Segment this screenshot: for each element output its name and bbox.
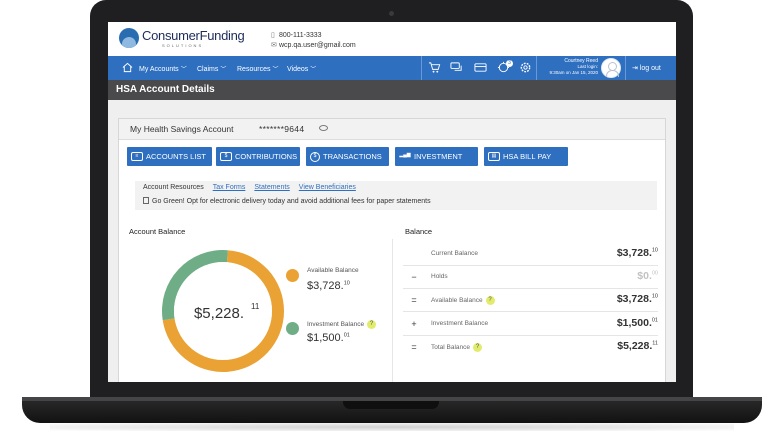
notification-icon[interactable] [497,61,510,74]
balance-row-current: Current Balance $3,728.10 [403,243,658,266]
logo-subtitle: SOLUTIONS [162,43,204,48]
card-header: My Health Savings Account *******9644 [119,119,665,140]
tax-forms-link[interactable]: Tax Forms [212,184,246,191]
bill-icon: ▤ [488,152,500,161]
user-info: Courtney Reed Last login: 9:30am on Jan … [538,58,598,76]
laptop-shadow [50,423,734,431]
document-icon [143,197,149,204]
cart-icon[interactable] [428,61,441,74]
balance-row-holds: − Holds $0.00 [403,266,658,289]
eye-icon[interactable] [319,125,328,131]
user-name: Courtney Reed [564,58,598,64]
page-title: HSA Account Details [116,84,215,95]
legend-dot-investment [286,322,299,335]
legend-label-investment: Investment Balance? [307,320,377,329]
resources-label: Account Resources [143,184,204,191]
nav-divider [625,56,626,80]
webcam [389,11,394,16]
avatar[interactable] [601,58,621,78]
balance-donut-chart: $5,228. 11 [162,250,284,372]
list-icon: ≡ [131,152,143,161]
account-resources: Account Resources Tax Forms Statements View… [135,181,657,210]
nav-videos[interactable]: Videos ﹀ [287,66,317,73]
logout-icon: ⇥ [632,65,638,72]
legend-value-available: $3,728.10 [307,280,350,292]
account-balance-heading: Account Balance [129,227,186,236]
section-divider [392,239,393,382]
nav-divider [536,56,537,80]
chevron-down-icon: ﹀ [220,67,227,73]
logo-icon [119,28,139,48]
help-icon[interactable]: ? [367,320,377,329]
donut-center [174,262,272,360]
total-balance-main: $5,228. [194,305,244,322]
balance-heading: Balance [405,227,433,236]
email-address[interactable]: wcp.qa.user@gmail.com [279,42,356,49]
logo[interactable]: ConsumerFunding [142,28,245,43]
phone-icon: ▯ [271,32,275,39]
gear-icon[interactable] [519,61,532,74]
contributions-button[interactable]: $ CONTRIBUTIONS [216,147,300,166]
chevron-down-icon: ﹀ [310,67,317,73]
nav-divider [421,56,422,80]
help-icon[interactable]: ? [485,296,495,305]
legend-value-investment: $1,500.01 [307,332,350,344]
accounts-list-button[interactable]: ≡ ACCOUNTS LIST [127,147,212,166]
hsa-bill-pay-button[interactable]: ▤ HSA BILL PAY [484,147,568,166]
last-login-time: 9:30am on Jan 15, 2020 [549,70,598,75]
bar-chart-icon: ▂▄▆ [399,152,411,158]
help-icon[interactable]: ? [473,343,483,352]
laptop-notch [343,401,439,409]
laptop-base-edge [22,397,762,401]
main-nav: My Accounts ﹀ Claims ﹀ Resources ﹀ Videos ﹀ … [108,56,676,80]
card-icon[interactable] [474,61,487,74]
balance-row-total: = Total Balance? $5,228.11 [411,340,658,352]
last-login-label: Last login: [577,64,598,69]
balance-row-investment: + Investment Balance $1,500.01 [403,313,658,336]
header: ConsumerFunding SOLUTIONS ▯ 800-111-3333 … [108,22,676,56]
statements-link[interactable]: Statements [254,184,290,191]
donut-slice-investment-balance [162,250,228,321]
chat-icon[interactable] [450,61,463,74]
app-screen: ConsumerFunding SOLUTIONS ▯ 800-111-3333 … [108,22,676,382]
page-title-bar: HSA Account Details [108,80,676,100]
account-title: My Health Savings Account [130,124,234,134]
email-icon: ✉ [271,42,277,49]
view-beneficiaries-link[interactable]: View Beneficiaries [298,184,356,191]
money-icon: $ [220,152,232,161]
nav-my-accounts[interactable]: My Accounts ﹀ [139,66,187,73]
balance-row-available: = Available Balance? $3,728.10 [403,289,658,312]
account-card: My Health Savings Account *******9644 ≡ A… [118,118,666,382]
phone-number[interactable]: 800-111-3333 [279,32,322,39]
notification-badge: 3 [506,60,513,67]
svg-text:$5,228.: $5,228. [194,305,244,322]
nav-resources[interactable]: Resources ﹀ [237,66,279,73]
total-balance-cents: 11 [251,302,260,311]
logout-button[interactable]: ⇥ log out [632,65,661,72]
nav-claims[interactable]: Claims ﹀ [197,66,227,73]
go-green-notice: Go Green! Opt for electronic delivery to… [152,198,431,205]
account-number: *******9644 [259,124,305,134]
legend-label-available: Available Balance [307,267,359,274]
chevron-down-icon: ﹀ [272,67,279,73]
investment-button[interactable]: ▂▄▆ INVESTMENT [395,147,478,166]
dollar-icon: $ [310,151,320,162]
contact-info: ▯ 800-111-3333 ✉ wcp.qa.user@gmail.com [271,31,356,51]
legend-dot-available [286,269,299,282]
chevron-down-icon: ﹀ [180,67,187,73]
home-icon[interactable] [122,62,133,73]
transactions-button[interactable]: $ TRANSACTIONS [306,147,389,166]
